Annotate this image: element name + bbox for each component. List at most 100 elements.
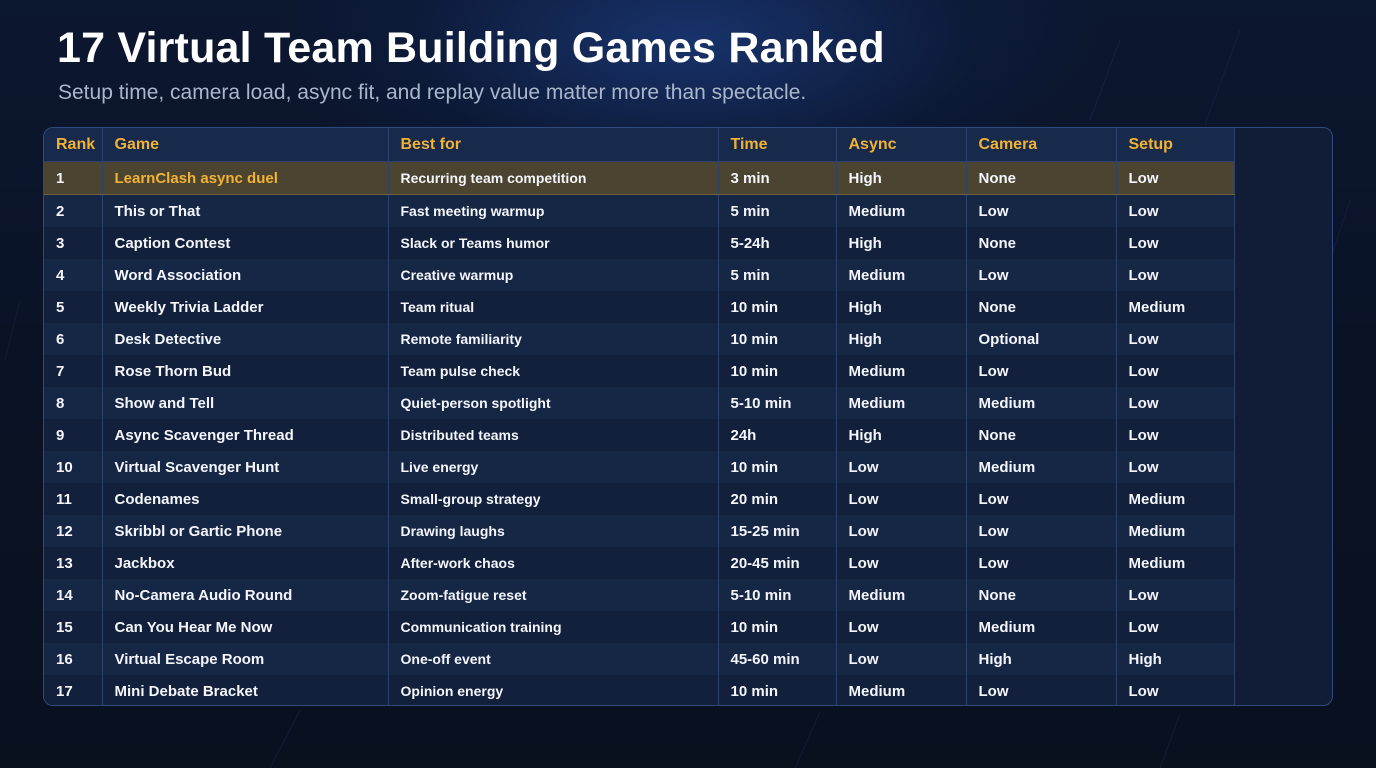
cell-game: Show and Tell (102, 387, 389, 419)
cell-camera: None (966, 227, 1117, 259)
table-row: 11 Codenames Small-group strategy 20 min… (44, 483, 1235, 515)
cell-setup: Low (1116, 355, 1235, 387)
cell-game: Mini Debate Bracket (102, 675, 389, 705)
cell-async: Low (836, 611, 967, 643)
cell-best-for: Fast meeting warmup (388, 194, 719, 227)
cell-game: Desk Detective (102, 323, 389, 355)
cell-time: 5-10 min (718, 579, 837, 611)
table-row: 9 Async Scavenger Thread Distributed tea… (44, 419, 1235, 451)
cell-setup: Low (1116, 579, 1235, 611)
cell-best-for: Recurring team competition (388, 161, 719, 195)
cell-best-for: Quiet-person spotlight (388, 387, 719, 419)
header-row: Rank Game Best for Time Async Camera Set… (44, 128, 1235, 162)
cell-async: Low (836, 643, 967, 675)
cell-setup: Medium (1116, 291, 1235, 323)
cell-async: Low (836, 451, 967, 483)
cell-game: No-Camera Audio Round (102, 579, 389, 611)
cell-setup: Low (1116, 451, 1235, 483)
column-header-async: Async (836, 128, 967, 162)
table-row: 15 Can You Hear Me Now Communication tra… (44, 611, 1235, 643)
table-row: 8 Show and Tell Quiet-person spotlight 5… (44, 387, 1235, 419)
cell-setup: Medium (1116, 483, 1235, 515)
cell-time: 5 min (718, 194, 837, 227)
table-row: 3 Caption Contest Slack or Teams humor 5… (44, 227, 1235, 259)
cell-best-for: Communication training (388, 611, 719, 643)
cell-camera: Medium (966, 611, 1117, 643)
cell-async: High (836, 323, 967, 355)
cell-async: High (836, 291, 967, 323)
cell-time: 10 min (718, 291, 837, 323)
cell-async: Medium (836, 675, 967, 705)
cell-async: Medium (836, 387, 967, 419)
cell-camera: None (966, 291, 1117, 323)
cell-async: Medium (836, 194, 967, 227)
cell-time: 10 min (718, 323, 837, 355)
cell-best-for: Live energy (388, 451, 719, 483)
cell-time: 3 min (718, 161, 837, 195)
cell-setup: Low (1116, 419, 1235, 451)
cell-time: 10 min (718, 611, 837, 643)
cell-game: Virtual Scavenger Hunt (102, 451, 389, 483)
cell-best-for: Opinion energy (388, 675, 719, 705)
cell-time: 5-10 min (718, 387, 837, 419)
cell-time: 10 min (718, 355, 837, 387)
cell-game: Weekly Trivia Ladder (102, 291, 389, 323)
cell-rank: 2 (44, 194, 103, 227)
table-body: 1 LearnClash async duel Recurring team c… (44, 161, 1235, 705)
cell-rank: 17 (44, 675, 103, 705)
cell-rank: 8 (44, 387, 103, 419)
cell-setup: High (1116, 643, 1235, 675)
cell-time: 10 min (718, 451, 837, 483)
cell-camera: Low (966, 259, 1117, 291)
cell-setup: Low (1116, 161, 1235, 195)
table-header: Rank Game Best for Time Async Camera Set… (44, 128, 1235, 162)
cell-async: High (836, 227, 967, 259)
cell-camera: Optional (966, 323, 1117, 355)
cell-game: Caption Contest (102, 227, 389, 259)
column-header-setup: Setup (1116, 128, 1235, 162)
cell-best-for: Team pulse check (388, 355, 719, 387)
cell-camera: Low (966, 355, 1117, 387)
table-row: 14 No-Camera Audio Round Zoom-fatigue re… (44, 579, 1235, 611)
cell-time: 45-60 min (718, 643, 837, 675)
rankings-table-container: Rank Game Best for Time Async Camera Set… (43, 127, 1333, 706)
cell-setup: Low (1116, 675, 1235, 705)
cell-async: High (836, 419, 967, 451)
cell-game: Codenames (102, 483, 389, 515)
column-header-game: Game (102, 128, 389, 162)
cell-rank: 11 (44, 483, 103, 515)
cell-setup: Medium (1116, 547, 1235, 579)
cell-time: 5 min (718, 259, 837, 291)
cell-game: Jackbox (102, 547, 389, 579)
cell-async: Low (836, 483, 967, 515)
cell-rank: 5 (44, 291, 103, 323)
rankings-table: Rank Game Best for Time Async Camera Set… (44, 128, 1235, 705)
cell-best-for: Team ritual (388, 291, 719, 323)
table-row: 17 Mini Debate Bracket Opinion energy 10… (44, 675, 1235, 705)
page-title: 17 Virtual Team Building Games Ranked (57, 24, 885, 72)
cell-best-for: Creative warmup (388, 259, 719, 291)
cell-best-for: Small-group strategy (388, 483, 719, 515)
cell-game: LearnClash async duel (102, 161, 389, 195)
table-row: 16 Virtual Escape Room One-off event 45-… (44, 643, 1235, 675)
cell-async: Medium (836, 355, 967, 387)
cell-camera: Low (966, 547, 1117, 579)
cell-camera: None (966, 161, 1117, 195)
cell-best-for: One-off event (388, 643, 719, 675)
cell-camera: Low (966, 515, 1117, 547)
column-header-camera: Camera (966, 128, 1117, 162)
cell-game: Virtual Escape Room (102, 643, 389, 675)
cell-setup: Low (1116, 611, 1235, 643)
cell-rank: 3 (44, 227, 103, 259)
cell-async: Low (836, 515, 967, 547)
cell-rank: 1 (44, 161, 103, 195)
table-row: 4 Word Association Creative warmup 5 min… (44, 259, 1235, 291)
cell-best-for: Slack or Teams humor (388, 227, 719, 259)
table-row: 2 This or That Fast meeting warmup 5 min… (44, 194, 1235, 227)
cell-rank: 16 (44, 643, 103, 675)
cell-time: 10 min (718, 675, 837, 705)
cell-async: Low (836, 547, 967, 579)
cell-time: 5-24h (718, 227, 837, 259)
cell-rank: 12 (44, 515, 103, 547)
cell-game: Skribbl or Gartic Phone (102, 515, 389, 547)
